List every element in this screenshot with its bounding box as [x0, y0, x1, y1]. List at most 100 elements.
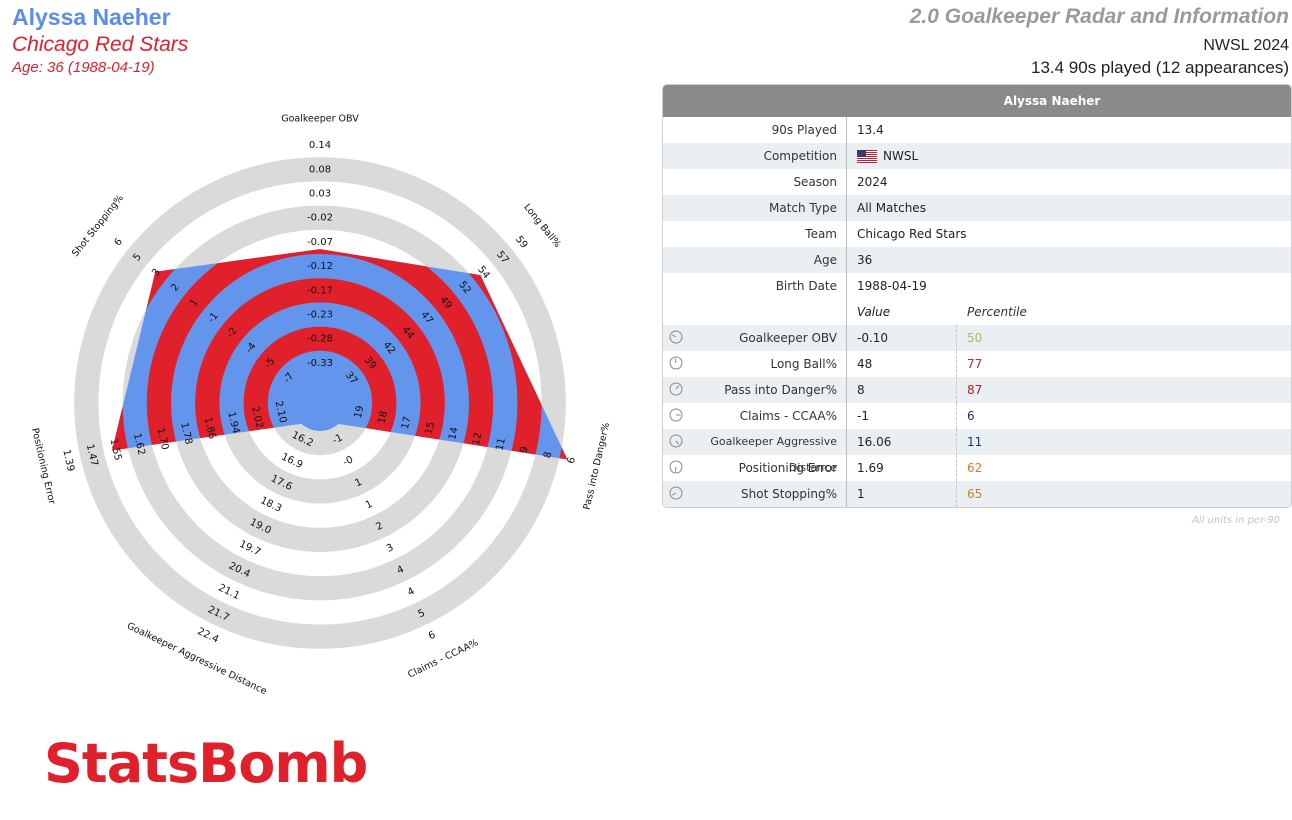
radar-axis-title: Goalkeeper OBV — [281, 114, 359, 125]
radar-tick-label: 19.7 — [237, 539, 262, 559]
radar-tick-label: 1.86 — [202, 416, 218, 440]
radar-tick-label: 2.02 — [249, 405, 265, 429]
info-row: Competition NWSL — [663, 143, 1291, 169]
gauge-icon — [669, 356, 683, 370]
metric-percentile: 62 — [967, 461, 983, 475]
metric-value: -0.10 — [857, 331, 889, 345]
metric-value: 1.69 — [857, 461, 884, 475]
col-value-label: Value — [857, 305, 891, 319]
played-line: 13.4 90s played (12 appearances) — [1030, 58, 1289, 77]
info-value: 36 — [857, 253, 873, 267]
info-row: Team Chicago Red Stars — [663, 221, 1291, 247]
radar-tick-label: 6 — [566, 456, 578, 465]
gauge-icon — [669, 382, 683, 396]
radar-tick-label: 12 — [471, 431, 485, 446]
metric-key: Long Ball% — [770, 357, 837, 371]
gauge-icon — [669, 486, 683, 500]
metric-percentile: 77 — [967, 357, 983, 371]
metric-key: Claims - CCAA% — [739, 409, 837, 423]
radar-tick-label: 59 — [513, 234, 530, 251]
radar-tick-label: 5 — [131, 252, 144, 264]
radar-tick-label: 0.03 — [309, 189, 331, 200]
radar-tick-label: 2 — [169, 282, 182, 294]
radar-tick-label: 16.9 — [279, 452, 304, 472]
radar-tick-label: 3 — [385, 542, 396, 555]
metric-percentile: 65 — [967, 487, 983, 501]
radar-tick-label: -0.23 — [307, 310, 333, 321]
radar-tick-label: 3 — [150, 267, 163, 279]
radar-polygon-band — [146, 249, 494, 460]
radar-tick-label: 18.3 — [258, 495, 283, 515]
radar-tick-label: 22.4 — [195, 626, 220, 646]
info-key: Birth Date — [775, 279, 837, 293]
radar-tick-label: 18 — [376, 410, 390, 425]
radar-tick-label: 0.14 — [309, 140, 331, 151]
info-value: 13.4 — [857, 123, 884, 137]
radar-tick-label: 4 — [406, 586, 417, 599]
radar-ring — [74, 157, 566, 649]
info-key: Age — [813, 253, 837, 267]
radar-tick-label: 5 — [416, 608, 427, 621]
radar-tick-label: 11 — [494, 437, 508, 452]
radar-tick-label: 17 — [400, 415, 414, 430]
radar-tick-label: 1.70 — [155, 427, 171, 451]
metric-value: 1 — [857, 487, 865, 501]
radar-tick-label: -1 — [331, 432, 345, 446]
radar-tick-label: 1.47 — [84, 443, 100, 467]
page-title: 2.0 Goalkeeper Radar and Information — [909, 5, 1289, 28]
metric-row: Positioning Error 1.69 62 — [663, 455, 1291, 481]
radar-tick-label: 6 — [427, 630, 438, 643]
radar-tick-label: 1.94 — [225, 411, 241, 435]
radar-tick-label: 1.39 — [60, 448, 76, 472]
radar-axis-title: Claims - CCAA% — [406, 637, 480, 680]
info-value: 2024 — [857, 175, 888, 189]
radar-tick-label: -0.07 — [307, 237, 333, 248]
radar-tick-label: 4 — [395, 564, 406, 577]
metric-value: 48 — [857, 357, 873, 371]
metric-key: Goalkeeper Aggressive Distance — [710, 435, 837, 474]
radar-polygon-band — [112, 249, 542, 460]
metric-subheader: Value Percentile — [663, 299, 1291, 325]
radar-tick-label: -0.12 — [307, 261, 333, 272]
metric-value: 8 — [857, 383, 865, 397]
info-key: Team — [805, 227, 837, 241]
player-name: Alyssa Naeher — [12, 4, 171, 30]
radar-tick-label: 1 — [353, 477, 364, 490]
radar-polygon-band — [243, 326, 397, 460]
radar-tick-label: 21.1 — [216, 582, 241, 602]
radar-tick-label: 1.55 — [107, 438, 123, 462]
metric-row: Goalkeeper Aggressive Distance 16.06 11 — [663, 429, 1291, 474]
metric-row: Pass into Danger% 8 87 — [663, 377, 1291, 403]
statsbomb-logo: StatsBomb — [44, 732, 368, 795]
radar-tick-label: 1.78 — [178, 422, 194, 446]
gauge-icon — [669, 434, 683, 448]
radar-polygon-band — [195, 278, 445, 460]
us-flag-icon — [857, 150, 877, 163]
info-key: Season — [793, 175, 837, 189]
radar-tick-label: -0.28 — [307, 334, 333, 345]
age-line: Age: 36 (1988-04-19) — [12, 59, 155, 76]
metric-percentile: 50 — [967, 331, 983, 345]
radar-chart: 0.14 0.08 0.03 -0.02 -0.07 -0.12 -0.17 -0.23 -0.… — [29, 114, 613, 698]
radar-tick-label: 1.62 — [131, 432, 147, 456]
radar-axis-title: Pass into Danger% — [582, 421, 613, 510]
col-percentile-label: Percentile — [967, 305, 1027, 319]
units-footnote: All units in per-90 — [1191, 515, 1280, 526]
metric-row: Shot Stopping% 1 65 — [663, 481, 1291, 507]
radar-centre — [292, 375, 348, 431]
metric-key: Pass into Danger% — [724, 383, 837, 397]
info-value: Chicago Red Stars — [857, 227, 967, 241]
info-row: Age 36 — [663, 247, 1291, 273]
info-table: Alyssa Naeher 90s Played 13.4 Competition N… — [662, 84, 1292, 508]
radar-tick-label: 1 — [364, 499, 375, 512]
competition-line: NWSL 2024 — [1203, 37, 1289, 54]
radar-tick-label: 9 — [519, 445, 531, 454]
radar-tick-label: 19 — [353, 405, 367, 420]
info-value: NWSL — [857, 143, 918, 169]
radar-tick-label: 15 — [424, 421, 438, 436]
radar-tick-label: -0.17 — [307, 285, 333, 296]
metric-value: 16.06 — [857, 435, 892, 449]
gauge-icon — [669, 460, 683, 474]
metric-percentile: 11 — [967, 435, 983, 449]
info-key: Competition — [763, 149, 837, 163]
